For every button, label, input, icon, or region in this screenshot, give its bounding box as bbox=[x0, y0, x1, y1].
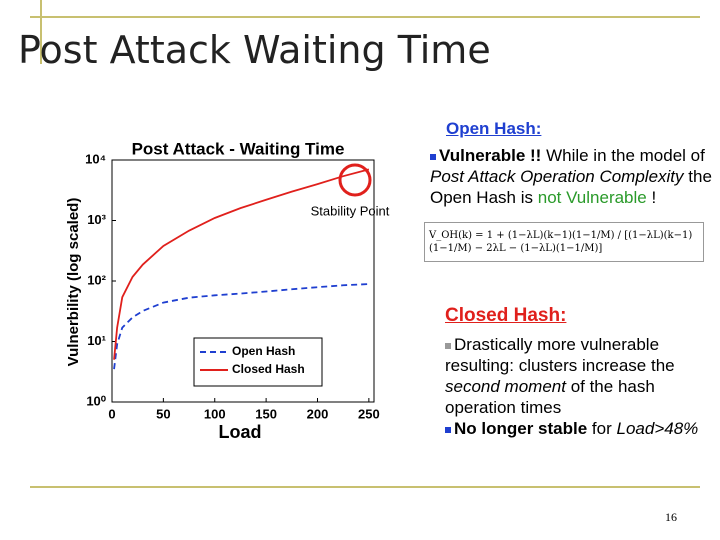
paragraph: Vulnerable !! While in the model of Post… bbox=[430, 145, 715, 208]
text: While in the model of bbox=[546, 146, 705, 165]
highlight-circle bbox=[338, 163, 372, 197]
text: not Vulnerable bbox=[537, 188, 647, 207]
text: ! bbox=[651, 188, 657, 207]
text: Drastically more vulnerable resulting: c… bbox=[445, 335, 675, 375]
heading: Closed Hash: bbox=[445, 305, 567, 326]
y-tick-label: 10³ bbox=[87, 212, 106, 227]
text: of the hash operation times bbox=[445, 377, 655, 417]
page-number: 16 bbox=[665, 510, 677, 524]
legend-box bbox=[193, 337, 323, 387]
frame-line bbox=[30, 16, 700, 18]
slide-title: Post Attack Waiting Time bbox=[18, 28, 491, 72]
y-tick-label: 10¹ bbox=[87, 333, 106, 348]
open-hash-block: Open Hash: Vulnerable !! While in the mo… bbox=[424, 118, 715, 262]
text: Load>48% bbox=[616, 419, 699, 438]
paragraph: Drastically more vulnerable resulting: c… bbox=[445, 334, 715, 418]
text: for bbox=[591, 419, 612, 438]
y-tick-label: 10² bbox=[87, 272, 106, 287]
text: the Open Hash is bbox=[430, 167, 712, 207]
text: No longer stable bbox=[454, 419, 588, 438]
bullet bbox=[445, 342, 451, 349]
x-tick-label: 100 bbox=[204, 406, 226, 421]
line-series bbox=[113, 168, 370, 360]
legend-label: Closed Hash bbox=[232, 362, 305, 376]
x-axis-label: Load bbox=[219, 422, 262, 442]
x-tick-label: 0 bbox=[108, 406, 115, 421]
frame-line bbox=[30, 486, 700, 488]
legend-label: Open Hash bbox=[232, 344, 295, 358]
paragraph: No longer stable for Load>48% bbox=[445, 418, 715, 439]
bullet bbox=[445, 426, 451, 433]
text: Post Attack Operation Complexity bbox=[430, 167, 684, 186]
bullet bbox=[430, 153, 436, 160]
chart-title: Post Attack - Waiting Time bbox=[132, 139, 345, 158]
y-axis-label: Vulnerbility (log scaled) bbox=[65, 198, 82, 367]
annotation: Stability Point bbox=[311, 203, 390, 218]
x-tick-label: 200 bbox=[307, 406, 329, 421]
x-tick-label: 250 bbox=[358, 406, 380, 421]
frame-line bbox=[40, 0, 42, 64]
x-tick-label: 50 bbox=[156, 406, 170, 421]
text: Vulnerable !! bbox=[439, 146, 542, 165]
y-tick-label: 10⁴ bbox=[85, 151, 106, 166]
x-tick-label: 150 bbox=[255, 406, 277, 421]
y-tick-label: 10⁰ bbox=[86, 393, 106, 408]
formula: V_OH(k) = 1 + (1−λL)(k−1)(1−1/M) / [(1−λ… bbox=[424, 222, 704, 262]
heading: Open Hash: bbox=[446, 119, 542, 138]
closed-hash-block: Closed Hash: Drastically more vulnerable… bbox=[445, 305, 715, 439]
chart: Post Attack - Waiting Time Vulnerbility … bbox=[65, 139, 390, 442]
line-series bbox=[113, 283, 369, 370]
text: second moment bbox=[445, 377, 566, 396]
